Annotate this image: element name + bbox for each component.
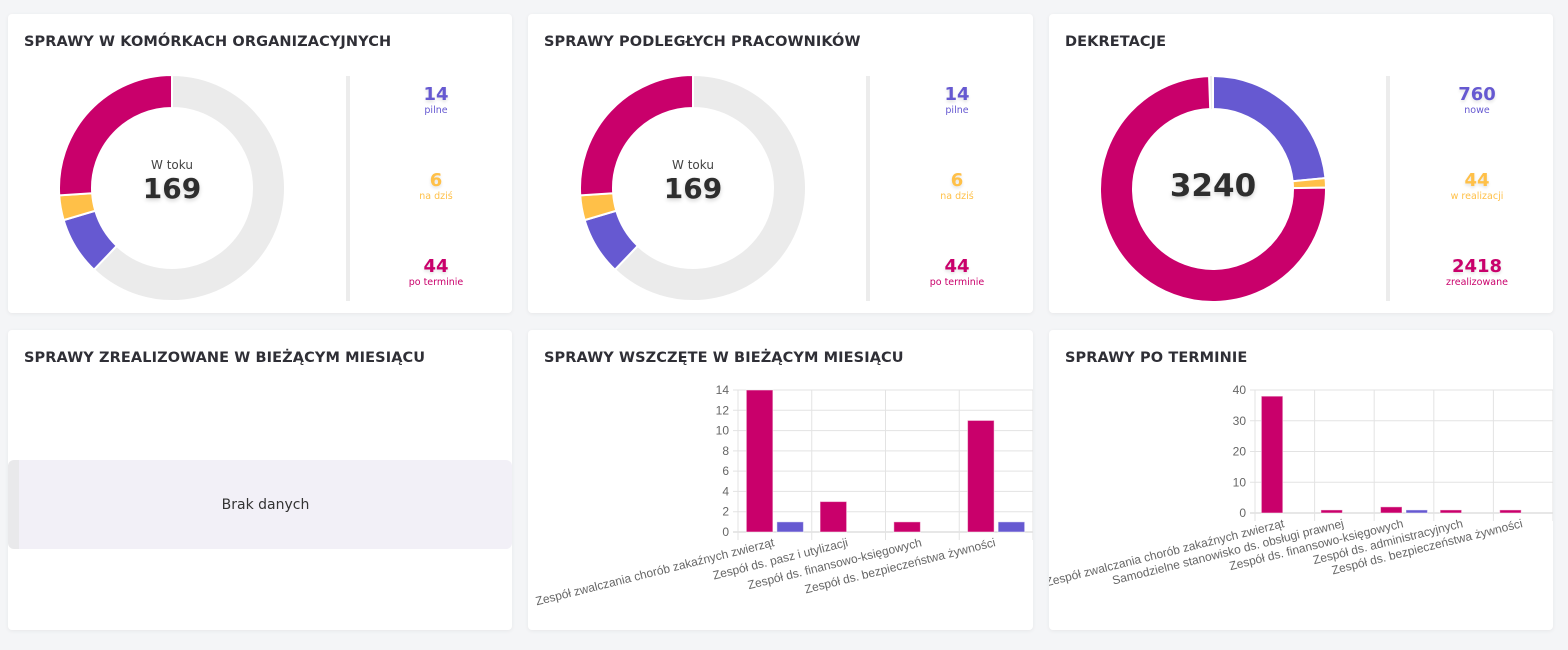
center-value: 169 [663,172,723,205]
stat-value: 44 [423,256,449,277]
center-label: W toku [151,158,193,172]
stat-na-dzis[interactable]: 6 na dziś [366,171,506,203]
card-title: SPRAWY WSZCZĘTE W BIEŻĄCYM MIESIĄCU [544,350,904,366]
divider [1386,76,1390,301]
stat-na-dzis[interactable]: 6 na dziś [887,171,1027,203]
stat-label: w realizacji [1450,191,1504,202]
donut-slice-pozostałe[interactable] [92,73,286,302]
bar-series-1-0[interactable] [1260,395,1284,514]
card-title: SPRAWY PO TERMINIE [1065,350,1248,366]
stat-pilne[interactable]: 14 pilne [366,85,506,117]
card-po-terminie: SPRAWY PO TERMINIE 0 10 20 30 40 Zespół zwalc… [1049,330,1553,630]
card-title: SPRAWY PODLEGŁYCH PRACOWNIKÓW [544,34,861,50]
stat-value: 14 [944,84,970,105]
stat-value: 760 [1458,84,1496,105]
stat-label: na dziś [940,191,974,202]
card-title: SPRAWY ZREALIZOWANE W BIEŻĄCYM MIESIĄCU [24,350,426,366]
stat-label: po terminie [408,277,464,288]
y-tick-label: 10 [716,424,730,438]
y-tick-label: 12 [716,403,730,417]
bar-series-1-0[interactable] [745,389,774,533]
bar-series-1-1[interactable] [819,501,848,533]
bar-series-2-3[interactable] [997,521,1026,533]
stat-label: pilne [945,105,969,116]
y-tick-label: 4 [722,484,729,498]
card-dekretacje: DEKRETACJE 3240 760 nowe 44 w realizacji… [1049,14,1553,313]
bar-series-2-0[interactable] [776,521,804,533]
bar-series-1-3[interactable] [967,419,995,533]
y-tick-label: 0 [722,525,729,539]
stat-po-terminie[interactable]: 44 po terminie [366,257,506,289]
center-value: 169 [142,172,202,205]
card-komorki: SPRAWY W KOMÓRKACH ORGANIZACYJNYCH W tok… [8,14,512,313]
bar-series-1-4[interactable] [1499,509,1522,514]
card-title: DEKRETACJE [1065,34,1167,50]
y-tick-label: 8 [722,444,729,458]
y-tick-label: 10 [1233,475,1247,489]
stat-pilne[interactable]: 14 pilne [887,85,1027,117]
y-tick-label: 2 [722,505,729,519]
donut-slice-po-terminie[interactable] [579,73,694,197]
donut-slice-nowe[interactable] [1212,74,1327,183]
card-zrealizowane: SPRAWY ZREALIZOWANE W BIEŻĄCYM MIESIĄCU … [8,330,512,630]
stat-value: 14 [423,84,449,105]
stat-label: nowe [1464,105,1490,116]
y-tick-label: 0 [1239,506,1246,520]
divider [866,76,870,301]
y-tick-label: 40 [1233,383,1247,397]
y-tick-label: 6 [722,464,729,478]
y-tick-label: 30 [1233,414,1247,428]
stat-w-realizacji[interactable]: 44 w realizacji [1407,171,1547,203]
stat-zrealizowane[interactable]: 2418 zrealizowane [1407,257,1547,289]
bar-series-1-2[interactable] [893,521,921,533]
stat-label: na dziś [419,191,453,202]
donut-chart-dekretacje[interactable] [1049,14,1389,313]
stat-nowe[interactable]: 760 nowe [1407,85,1547,117]
card-pracownicy: SPRAWY PODLEGŁYCH PRACOWNIKÓW W toku 169… [528,14,1033,313]
stat-value: 6 [429,170,443,191]
center-value: 3240 [1169,168,1257,204]
card-title: SPRAWY W KOMÓRKACH ORGANIZACYJNYCH [24,34,392,50]
divider [346,76,350,301]
donut-slice-po-terminie[interactable] [58,73,173,197]
bar-series-1-1[interactable] [1320,509,1343,514]
donut-slice-pozostałe[interactable] [613,73,807,302]
bar-series-2-2[interactable] [1405,509,1428,514]
bar-series-1-3[interactable] [1439,509,1463,514]
center-label: W toku [672,158,714,172]
no-data-message: Brak danych [8,460,512,549]
stat-value: 2418 [1451,256,1503,277]
stat-label: pilne [424,105,448,116]
stat-value: 44 [1464,170,1490,191]
y-tick-label: 14 [716,383,730,397]
stat-label: po terminie [929,277,985,288]
stat-value: 6 [950,170,964,191]
stat-label: zrealizowane [1446,277,1508,288]
donut-chart-pracownicy[interactable] [528,14,868,313]
donut-slice-zrealizowane[interactable] [1099,75,1327,303]
stat-value: 44 [944,256,970,277]
donut-chart-komorki[interactable] [8,14,348,313]
bar-series-1-2[interactable] [1380,506,1403,514]
stat-po-terminie[interactable]: 44 po terminie [887,257,1027,289]
y-tick-label: 20 [1233,445,1247,459]
